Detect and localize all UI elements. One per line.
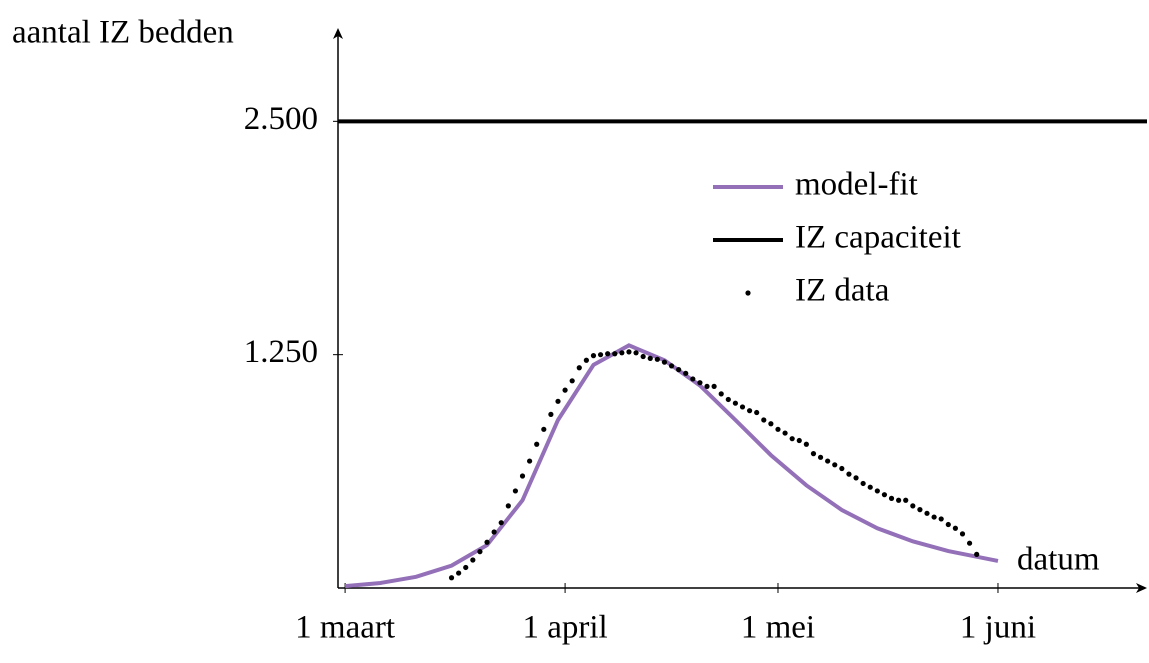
- data-point: [718, 391, 724, 397]
- data-point: [704, 383, 710, 389]
- data-point: [959, 531, 966, 537]
- data-point: [619, 350, 625, 356]
- data-point: [498, 520, 504, 526]
- data-point: [683, 370, 689, 376]
- data-point: [562, 387, 568, 393]
- data-point: [519, 473, 526, 479]
- data-point: [853, 475, 859, 481]
- data-point: [527, 458, 533, 464]
- y-tick-label: 2.500: [244, 101, 318, 137]
- data-point: [966, 540, 973, 546]
- data-point: [456, 570, 462, 576]
- x-tick-label: 1 april: [522, 610, 607, 646]
- data-point: [590, 353, 597, 359]
- data-point: [846, 471, 852, 477]
- data-point: [825, 458, 831, 464]
- data-point: [810, 451, 817, 457]
- data-point: [888, 495, 895, 501]
- data-point: [938, 516, 944, 522]
- data-point: [917, 507, 923, 513]
- y-axis-label: aantal IZ bedden: [12, 15, 234, 51]
- data-point: [903, 497, 909, 503]
- legend-label: IZ data: [795, 273, 890, 309]
- data-point: [839, 465, 845, 472]
- data-point: [775, 426, 781, 432]
- data-point: [477, 549, 483, 555]
- data-point: [817, 454, 824, 460]
- data-point: [952, 525, 958, 531]
- data-point: [732, 400, 739, 406]
- data-point: [782, 430, 788, 436]
- x-tick-label: 1 maart: [295, 610, 395, 646]
- data-point: [754, 409, 760, 416]
- data-point: [803, 441, 809, 447]
- data-point: [541, 426, 547, 432]
- data-point: [896, 497, 902, 503]
- data-point: [569, 378, 575, 384]
- data-point: [668, 363, 675, 369]
- legend-marker: [745, 290, 751, 296]
- data-point: [633, 350, 639, 356]
- data-point: [945, 521, 951, 528]
- x-tick-label: 1 juni: [960, 610, 1036, 646]
- data-point: [789, 436, 795, 442]
- data-point: [974, 551, 980, 558]
- data-point: [739, 404, 746, 410]
- data-point: [626, 349, 632, 355]
- y-tick-label: 1.250: [244, 334, 318, 370]
- series-line: [344, 343, 999, 589]
- data-point: [640, 353, 646, 360]
- data-point: [463, 564, 469, 571]
- y-axis-arrow: [333, 28, 343, 39]
- data-point: [576, 365, 582, 371]
- data-point: [690, 376, 696, 382]
- data-point: [881, 492, 888, 498]
- data-point: [661, 359, 668, 365]
- data-point: [860, 480, 866, 487]
- data-point: [605, 351, 611, 357]
- data-point: [931, 514, 937, 520]
- data-point: [867, 484, 873, 490]
- legend-label: IZ capaciteit: [795, 220, 961, 256]
- data-point: [597, 352, 604, 358]
- x-axis-label: datum: [1017, 542, 1100, 578]
- data-point: [512, 488, 519, 494]
- data-point: [697, 380, 703, 386]
- data-point: [491, 529, 497, 535]
- legend-label: model-fit: [795, 167, 918, 203]
- data-point: [647, 355, 653, 361]
- data-point: [910, 503, 916, 509]
- x-tick-label: 1 mei: [741, 610, 815, 646]
- data-point: [484, 539, 490, 545]
- data-point: [832, 462, 838, 468]
- data-point: [470, 557, 476, 563]
- data-point: [676, 367, 682, 373]
- data-point: [746, 408, 753, 414]
- data-point: [725, 396, 731, 403]
- data-point: [761, 417, 767, 423]
- data-point: [711, 383, 717, 389]
- data-point: [874, 488, 880, 494]
- data-point: [654, 356, 660, 362]
- data-point: [555, 398, 561, 404]
- data-point: [612, 351, 618, 357]
- data-point: [768, 421, 774, 427]
- data-point: [796, 437, 802, 444]
- data-point: [534, 441, 540, 447]
- data-point: [583, 357, 589, 363]
- data-point: [505, 503, 511, 509]
- data-point: [924, 510, 930, 516]
- data-point: [448, 575, 455, 581]
- data-point: [548, 411, 554, 417]
- x-axis-arrow: [1136, 583, 1147, 593]
